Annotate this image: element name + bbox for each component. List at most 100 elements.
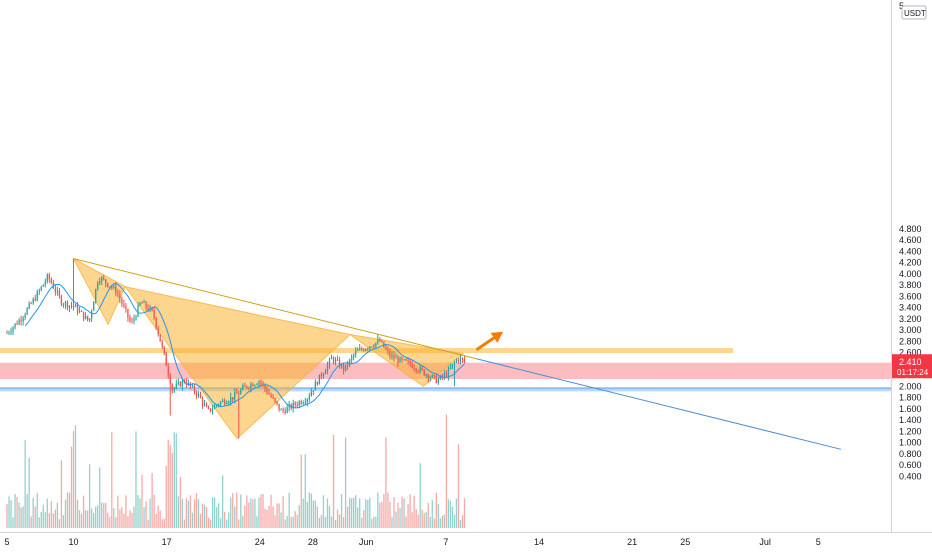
arrow-shaft [475, 336, 495, 351]
candle-body [353, 354, 355, 357]
time-tick-label: 10 [68, 537, 78, 547]
candle-body [254, 385, 256, 387]
candle-body [207, 406, 210, 409]
candle-body [93, 301, 95, 311]
candle [262, 381, 264, 388]
candle-body [219, 401, 222, 405]
candle-body [157, 327, 159, 335]
candle [181, 378, 183, 391]
candle [300, 399, 302, 406]
candle [228, 400, 230, 406]
candle-body [36, 291, 38, 301]
candle-body [115, 286, 117, 293]
volume-bar [387, 492, 389, 528]
candle [129, 314, 131, 323]
candle-body [48, 274, 50, 280]
volume-bar [228, 512, 230, 528]
candle [40, 286, 42, 292]
candle [135, 314, 137, 321]
candle [199, 391, 202, 399]
candle [242, 383, 244, 391]
volume-bar [109, 516, 111, 528]
candle-body [399, 357, 401, 363]
candle [427, 373, 429, 383]
candle [252, 382, 254, 387]
candle [125, 303, 127, 313]
volume-bar [457, 444, 460, 528]
volume-bar [26, 493, 28, 528]
candle [133, 314, 135, 325]
volume-bar [286, 515, 288, 528]
candle [165, 351, 167, 367]
volume-bar [266, 509, 268, 528]
candle-body [344, 364, 347, 371]
volume-bar [256, 516, 258, 528]
candle-body [95, 289, 97, 302]
candle-body [54, 288, 57, 292]
time-tick-label: 24 [255, 537, 265, 547]
candle-body [86, 315, 89, 321]
candle-body [272, 397, 274, 399]
candle [6, 330, 8, 334]
candle [193, 383, 196, 395]
candle [187, 379, 190, 387]
candle-body [8, 332, 10, 334]
volume-bar [353, 497, 355, 528]
volume-bar [163, 518, 165, 528]
candle-body [26, 308, 28, 315]
candle [95, 288, 97, 304]
volume-bar [224, 511, 226, 528]
volume-bar [314, 500, 317, 528]
candle [74, 303, 77, 308]
volume-bar [32, 497, 34, 528]
candle [276, 400, 278, 406]
candle-body [250, 384, 252, 389]
volume-bar [129, 510, 131, 528]
volume-bar [262, 493, 264, 528]
candle-body [302, 402, 304, 404]
candle-body [346, 364, 349, 366]
candle-body [161, 341, 163, 347]
volume-bar [40, 511, 42, 528]
volume-bar [205, 506, 208, 528]
candle-body [153, 310, 155, 318]
candle-body [91, 310, 93, 319]
volume-bar [316, 506, 319, 528]
candle-body [351, 356, 353, 360]
last-price-badge [892, 354, 932, 379]
volume-bar [274, 515, 276, 528]
candle-body [197, 393, 200, 396]
candle-body [209, 408, 212, 412]
volume-bar [308, 492, 310, 528]
candle [330, 354, 333, 360]
candle [443, 369, 446, 380]
candle-body [276, 401, 278, 404]
candle-body [336, 359, 339, 361]
time-tick-label: Jun [359, 537, 374, 547]
volume-bar [211, 497, 214, 528]
volume-bar [127, 516, 129, 528]
candle-body [217, 404, 220, 406]
pattern-triangle-2 [124, 285, 352, 440]
volume-bar [435, 492, 437, 528]
volume-bar [121, 507, 123, 528]
volume-bar [270, 494, 272, 528]
candle-body [12, 327, 14, 332]
candle [68, 305, 71, 313]
candle [248, 386, 250, 391]
candle [308, 392, 310, 403]
volume-bar [38, 517, 40, 528]
candle [64, 300, 67, 309]
candle-body [181, 380, 183, 387]
candle [302, 400, 304, 405]
candle-body [167, 366, 169, 376]
volume-bar [141, 474, 143, 528]
volume-bar [226, 519, 228, 528]
volume-bar [222, 475, 224, 528]
volume-bar [455, 498, 458, 528]
volume-bar [240, 494, 242, 528]
candle-body [413, 367, 415, 369]
